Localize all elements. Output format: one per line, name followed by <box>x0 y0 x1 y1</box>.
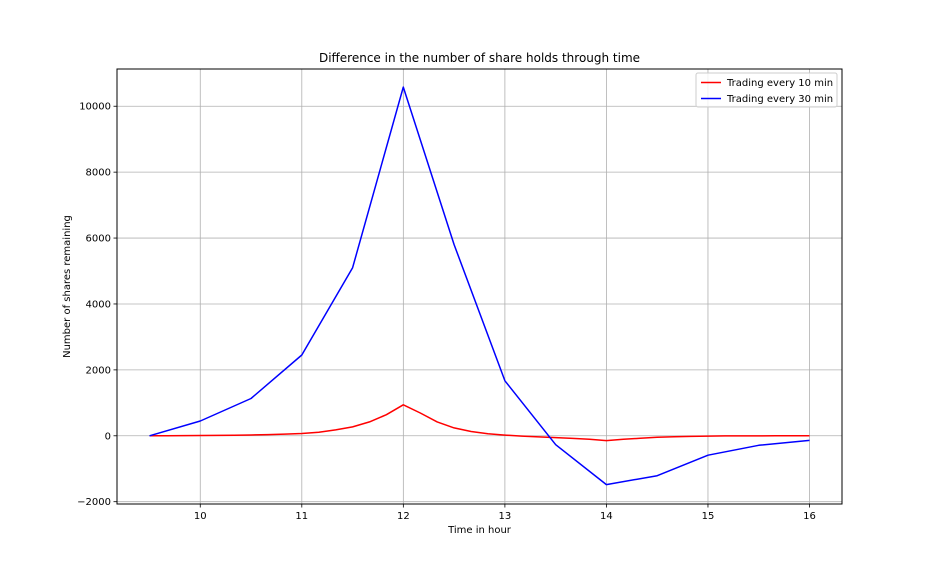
legend: Trading every 10 min Trading every 30 mi… <box>695 72 838 108</box>
y-tick-label: 8000 <box>86 168 111 179</box>
y-tick-label: −2000 <box>77 497 111 508</box>
y-tick-label: 6000 <box>86 234 111 245</box>
legend-box <box>695 72 838 108</box>
x-tick-label: 16 <box>803 511 816 522</box>
plot-frame <box>116 68 843 505</box>
chart-title: Difference in the number of share holds … <box>319 51 640 65</box>
x-tick-label: 14 <box>600 511 613 522</box>
series-line-10min <box>149 404 810 442</box>
legend-label-30min: Trading every 30 min <box>726 94 833 105</box>
grid <box>117 69 842 504</box>
x-tick-label: 10 <box>194 511 207 522</box>
y-tick-label: 0 <box>105 431 111 442</box>
legend-label-10min: Trading every 10 min <box>726 78 833 89</box>
x-tick-label: 12 <box>397 511 410 522</box>
y-tick-label: 2000 <box>86 365 111 376</box>
series-lines <box>149 86 810 486</box>
y-tick-label: 4000 <box>86 299 111 310</box>
x-tick-label: 13 <box>499 511 512 522</box>
y-axis-label: Number of shares remaining <box>62 215 73 358</box>
x-tick-label: 11 <box>295 511 308 522</box>
x-axis-label: Time in hour <box>447 525 512 536</box>
axis-ticks: 10 11 12 13 14 15 16 −2000 0 2000 4000 6000 8000 1000… <box>77 102 816 522</box>
x-tick-label: 15 <box>702 511 715 522</box>
series-line-30min <box>149 86 810 486</box>
y-tick-label: 10000 <box>79 102 111 113</box>
